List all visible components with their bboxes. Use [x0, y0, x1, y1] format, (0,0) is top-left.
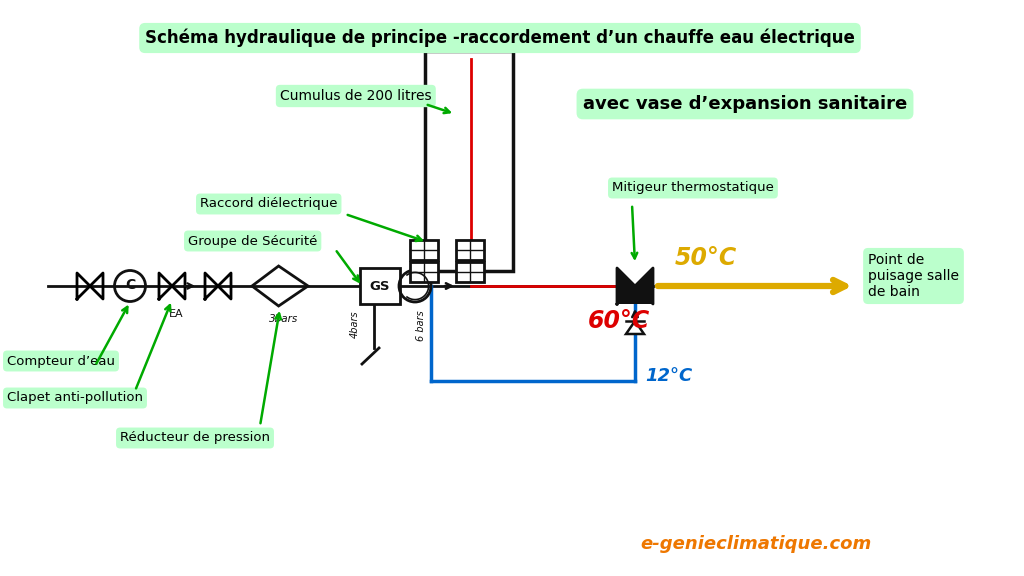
Text: Raccord diélectrique: Raccord diélectrique	[200, 198, 338, 210]
Bar	[410, 240, 438, 260]
Text: EA: EA	[169, 309, 183, 319]
Text: Schéma hydraulique de principe -raccordement d’un chauffe eau électrique: Schéma hydraulique de principe -raccorde…	[145, 29, 855, 47]
Text: 50°C: 50°C	[675, 246, 737, 270]
Text: Point de
puisage salle
de bain: Point de puisage salle de bain	[868, 253, 959, 299]
Bar	[425, 51, 513, 271]
Text: GS: GS	[370, 279, 390, 293]
Bar	[410, 262, 438, 282]
Text: 4bars: 4bars	[350, 310, 360, 338]
Text: e-genieclimatique.com: e-genieclimatique.com	[640, 535, 871, 553]
Text: avec vase d’expansion sanitaire: avec vase d’expansion sanitaire	[583, 95, 907, 113]
Text: 60°C: 60°C	[588, 309, 650, 333]
Polygon shape	[617, 268, 653, 304]
Bar	[360, 268, 400, 304]
Text: Mitigeur thermostatique: Mitigeur thermostatique	[612, 181, 774, 195]
Polygon shape	[626, 321, 644, 334]
Text: 3bars: 3bars	[269, 314, 299, 324]
Text: Réducteur de pression: Réducteur de pression	[120, 431, 270, 445]
Text: Cumulus de 200 litres: Cumulus de 200 litres	[280, 89, 432, 103]
Text: Compteur d’eau: Compteur d’eau	[7, 354, 115, 367]
Bar	[456, 262, 483, 282]
Bar	[456, 240, 483, 260]
Polygon shape	[617, 268, 653, 304]
Text: 12°C: 12°C	[645, 367, 692, 385]
Text: 6 bars: 6 bars	[416, 310, 426, 342]
Text: C: C	[125, 278, 135, 292]
Text: Clapet anti-pollution: Clapet anti-pollution	[7, 392, 143, 404]
Text: Groupe de Sécurité: Groupe de Sécurité	[188, 234, 317, 248]
